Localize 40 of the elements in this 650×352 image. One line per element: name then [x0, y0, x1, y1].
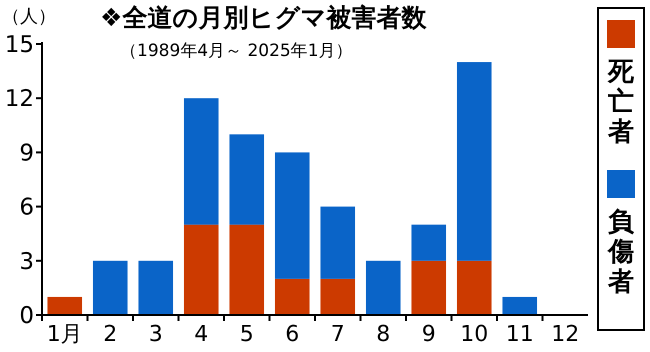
bar	[184, 98, 219, 225]
y-tick-label: 12	[4, 86, 34, 112]
y-tick-label: 3	[19, 248, 34, 275]
x-tick-label: 4	[194, 322, 208, 347]
x-tick-label: 5	[240, 322, 254, 347]
bar	[502, 296, 538, 315]
bar	[366, 260, 401, 315]
legend-label: 負傷者	[607, 207, 635, 297]
x-tick-label: 9	[422, 322, 436, 347]
x-tick-label: 7	[330, 322, 345, 347]
x-tick-label: 3	[148, 322, 163, 347]
y-tick-label: 6	[19, 194, 34, 221]
y-tick-label: 0	[19, 303, 34, 329]
x-tick-label: 6	[285, 322, 300, 347]
bar	[92, 260, 128, 315]
bar	[184, 224, 219, 315]
bar	[229, 134, 264, 225]
bar	[456, 62, 492, 261]
legend-label: 死亡者	[607, 57, 635, 147]
bar	[229, 224, 264, 315]
x-tick-label: 11	[506, 322, 534, 347]
bar	[320, 206, 356, 279]
x-tick-label: 10	[460, 322, 488, 347]
bar	[411, 260, 446, 315]
chart-subtitle: （1989年4月～ 2025年1月）	[120, 41, 353, 61]
chart-title: ❖全道の月別ヒグマ被害者数	[100, 3, 428, 32]
bar	[320, 278, 356, 315]
bar	[456, 260, 492, 315]
bar	[47, 296, 82, 315]
y-tick-label: 9	[19, 140, 34, 166]
bar	[138, 260, 174, 315]
bar	[274, 152, 310, 279]
bar	[411, 224, 446, 261]
y-tick-label: 15	[4, 32, 34, 58]
x-tick-label: 8	[376, 322, 390, 347]
y-axis-title: （人）	[2, 6, 56, 27]
x-tick-label: 2	[103, 322, 118, 347]
x-tick-label: 12	[551, 322, 580, 347]
x-tick-label: 1月	[46, 322, 83, 347]
bar	[274, 278, 310, 315]
